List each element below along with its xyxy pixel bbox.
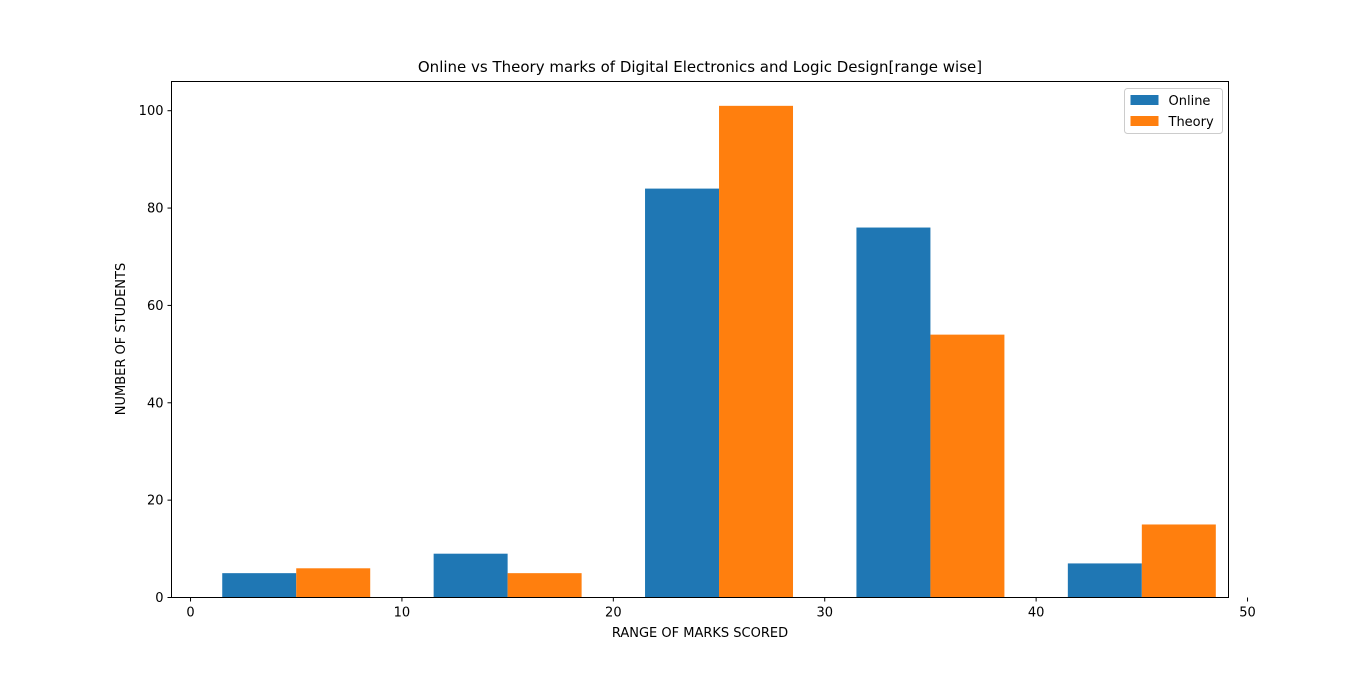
bar-theory-0: [296, 568, 371, 598]
x-tick-label-5: 50: [1239, 606, 1256, 621]
legend-swatch-theory: [1130, 116, 1159, 126]
bar-theory-4: [1141, 524, 1216, 598]
y-tick-label-5: 100: [139, 104, 164, 119]
bar-online-3: [856, 227, 931, 598]
y-tick-label-4: 80: [147, 202, 164, 217]
legend: Online Theory: [1124, 88, 1223, 134]
x-axis-label: RANGE OF MARKS SCORED: [612, 626, 788, 641]
plot-frame: [171, 81, 1229, 598]
y-tick-label-0: 0: [155, 591, 163, 606]
x-tick-label-3: 30: [816, 606, 833, 621]
ticks-layer: 0 10 20 30 40 50 0 20 40 60 80 100: [139, 104, 1256, 620]
x-tick-label-4: 40: [1028, 606, 1045, 621]
legend-swatch-online: [1130, 95, 1159, 105]
y-axis-label: NUMBER OF STUDENTS: [114, 263, 129, 415]
x-tick-label-0: 0: [186, 606, 194, 621]
bar-theory-3: [930, 334, 1005, 598]
y-tick-label-2: 40: [147, 396, 164, 411]
legend-label-theory: Theory: [1168, 115, 1214, 130]
bar-theory-1: [507, 573, 582, 598]
bar-theory-2: [719, 105, 794, 598]
bars-layer: [222, 105, 1216, 598]
x-tick-label-1: 10: [394, 606, 411, 621]
bar-online-4: [1067, 563, 1142, 598]
y-tick-label-3: 60: [147, 299, 164, 314]
y-tick-label-1: 20: [147, 494, 164, 509]
bar-online-2: [645, 188, 720, 598]
chart-title: Online vs Theory marks of Digital Electr…: [418, 58, 982, 76]
bar-online-1: [433, 553, 508, 598]
x-tick-label-2: 20: [605, 606, 622, 621]
bar-online-0: [222, 573, 297, 598]
legend-label-online: Online: [1169, 94, 1211, 109]
